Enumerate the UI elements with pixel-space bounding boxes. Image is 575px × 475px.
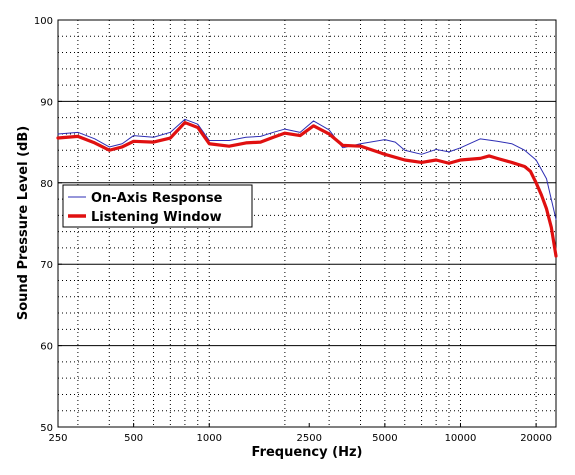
y-axis-title: Sound Pressure Level (dB) [16,126,31,320]
x-tick-label: 2500 [297,433,322,444]
legend-label-listening-window: Listening Window [91,210,222,225]
legend-box [62,184,253,228]
y-tick-label: 90 [40,97,53,108]
minor-grid [58,20,556,427]
x-tick-label: 10000 [445,433,477,444]
y-tick-label: 60 [40,342,53,353]
legend-label-on-axis: On-Axis Response [91,191,223,206]
y-tick-label: 80 [40,179,53,190]
listening-window-line [56,120,558,258]
x-tick-label: 5000 [372,433,397,444]
x-tick-label: 250 [48,433,67,444]
x-tick-label: 500 [124,433,143,444]
axis-ticks: 250 500 1000 2500 5000 10000 20000 50 60 70 80 90 10… [34,16,552,444]
plot-frame [57,19,557,428]
y-tick-label: 50 [40,423,53,434]
x-tick-label: 20000 [520,433,552,444]
y-tick-label: 100 [34,16,53,27]
x-tick-label: 1000 [197,433,222,444]
series-layer [56,118,558,258]
y-tick-label: 70 [40,260,53,271]
on-axis-response-line [57,118,557,220]
legend: On-Axis Response Listening Window [62,184,253,228]
major-grid [58,100,556,347]
x-axis-title: Frequency (Hz) [252,445,363,460]
